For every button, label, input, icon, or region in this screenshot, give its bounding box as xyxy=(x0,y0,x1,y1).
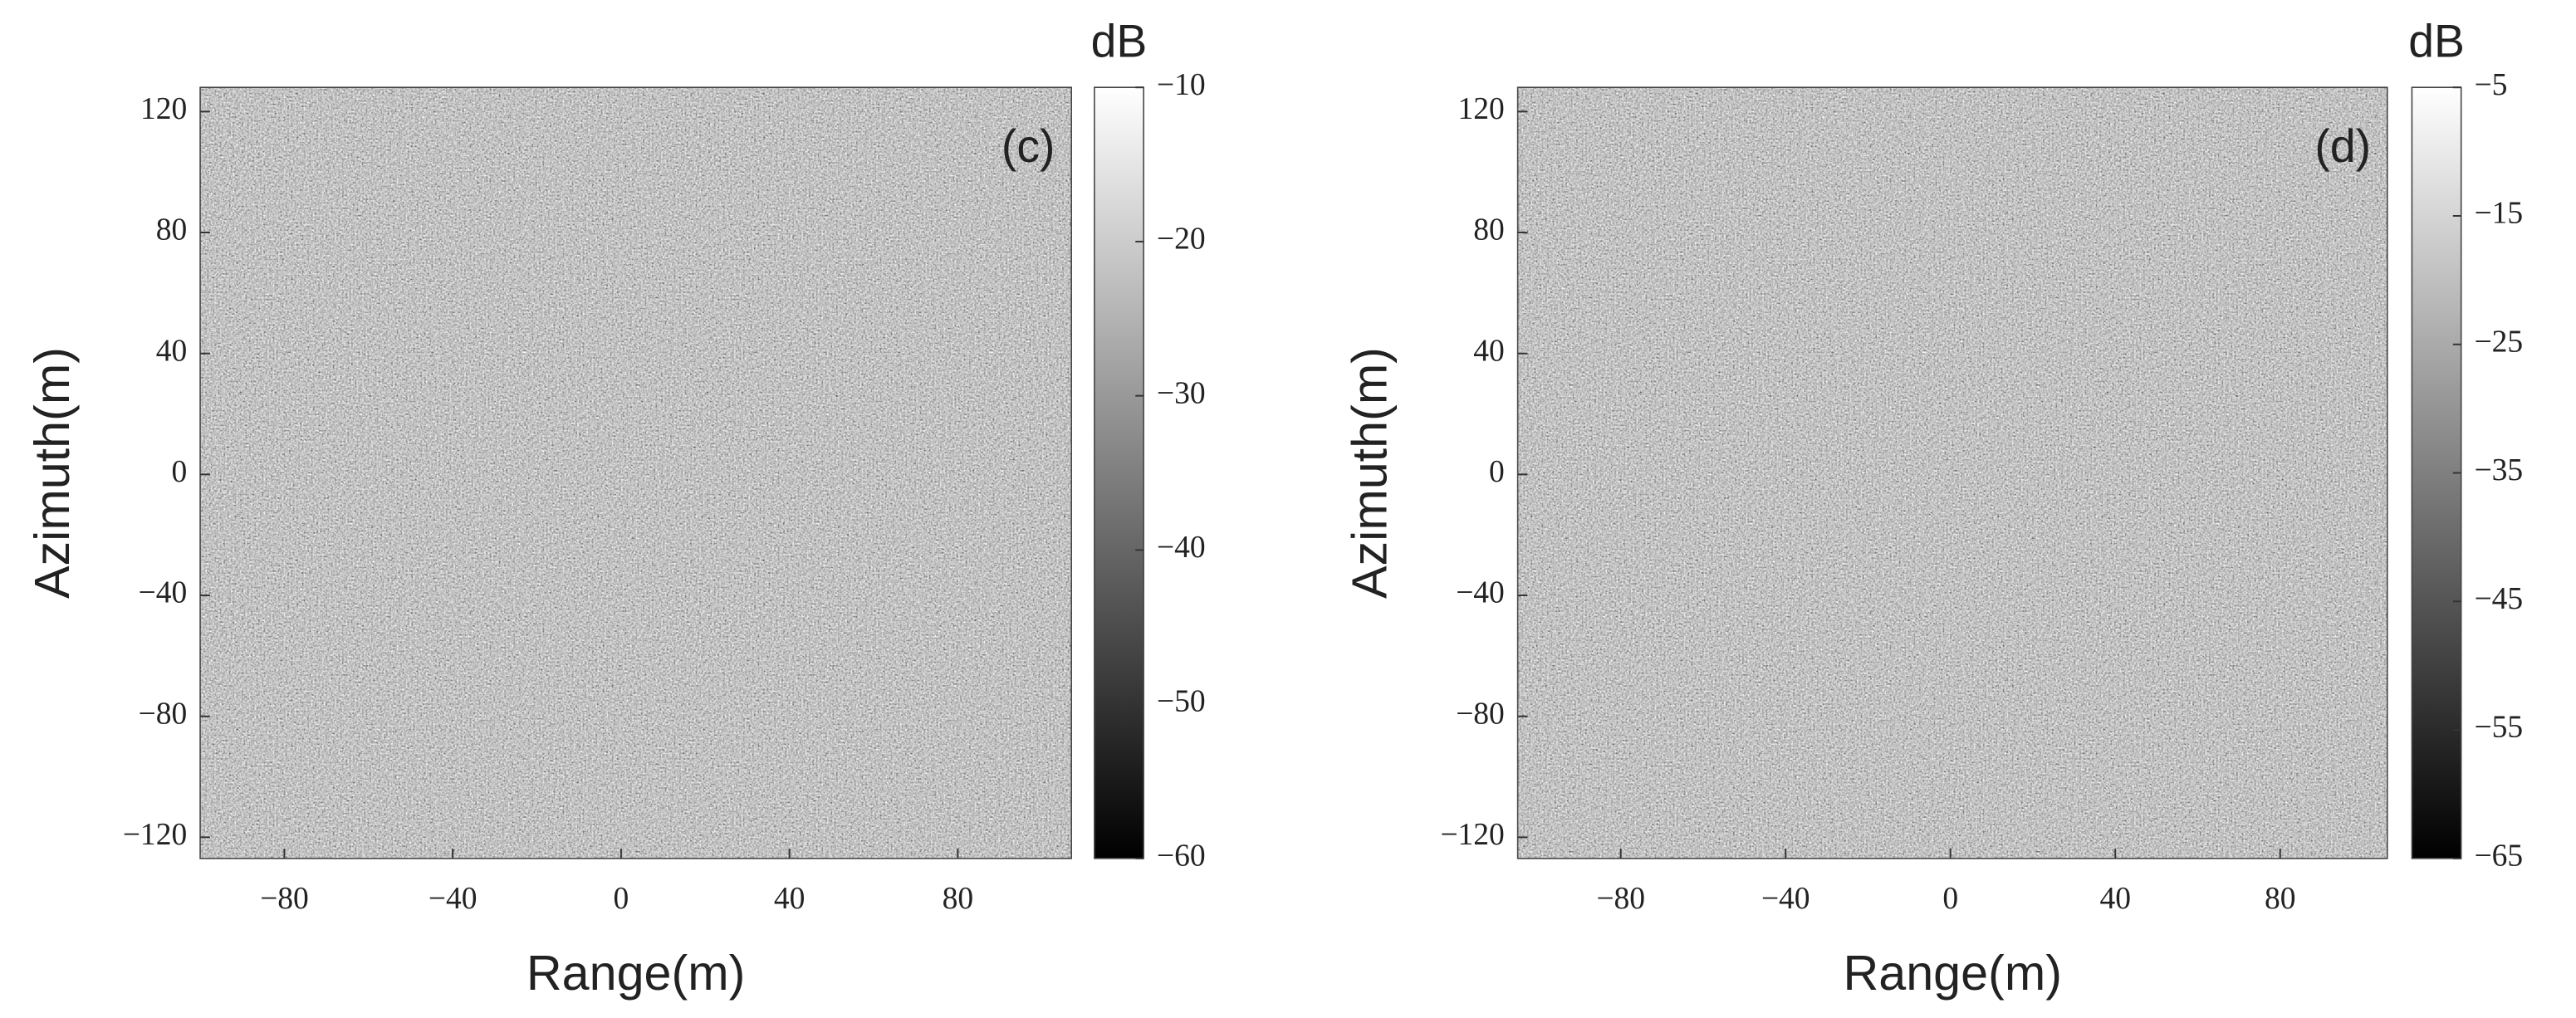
y-tick-label: −40 xyxy=(1456,576,1505,610)
colorbar-label: dB xyxy=(1091,15,1148,66)
y-tick-label: −40 xyxy=(139,576,188,610)
x-tick-label: 0 xyxy=(613,882,629,916)
panel-label: (d) xyxy=(2314,120,2371,172)
y-tick-label: 120 xyxy=(140,92,187,126)
y-tick-label: −80 xyxy=(139,697,188,731)
y-tick-label: −120 xyxy=(1440,818,1504,852)
heatmap-image xyxy=(1517,87,2387,859)
colorbar-tick-label: −30 xyxy=(1157,376,1206,410)
colorbar-tick-label: −10 xyxy=(1157,68,1206,102)
colorbar-tick-label: −65 xyxy=(2475,839,2524,873)
x-tick-label: −40 xyxy=(429,882,477,916)
plot-frame xyxy=(199,86,1072,859)
colorbar-tick-label: −20 xyxy=(1157,223,1206,257)
colorbar-tick-label: −40 xyxy=(1157,531,1206,565)
colorbar xyxy=(1094,86,1144,859)
y-tick-label: 0 xyxy=(1489,455,1505,489)
heatmap-image xyxy=(200,87,1072,859)
x-tick-label: −80 xyxy=(1596,882,1645,916)
x-tick-label: −40 xyxy=(1761,882,1810,916)
x-axis-label: Range(m) xyxy=(526,945,745,1001)
colorbar-tick-label: −35 xyxy=(2475,453,2524,487)
y-tick-label: 120 xyxy=(1458,92,1505,126)
y-tick-label: 80 xyxy=(1473,213,1505,247)
colorbar-tick-label: −25 xyxy=(2475,325,2524,359)
colorbar-tick-label: −15 xyxy=(2475,197,2524,231)
colorbar-tick-label: −55 xyxy=(2475,711,2524,745)
colorbar-label: dB xyxy=(2408,15,2465,66)
y-tick-label: 40 xyxy=(1473,334,1505,368)
colorbar-tick-label: −60 xyxy=(1157,839,1206,873)
y-tick-label: 80 xyxy=(156,213,188,247)
x-tick-label: 80 xyxy=(943,882,974,916)
y-tick-label: 0 xyxy=(171,455,187,489)
y-tick-label: 40 xyxy=(156,334,188,368)
x-tick-label: 40 xyxy=(774,882,806,916)
x-tick-label: 0 xyxy=(1942,882,1958,916)
x-tick-label: 40 xyxy=(2099,882,2131,916)
plot-frame xyxy=(1516,86,2388,859)
x-tick-label: 80 xyxy=(2265,882,2296,916)
y-axis-label: Azimuth(m) xyxy=(24,347,80,599)
y-tick-label: −120 xyxy=(123,818,187,852)
panel-label: (c) xyxy=(1002,120,1055,172)
x-axis-label: Range(m) xyxy=(1843,945,2061,1001)
colorbar-tick-label: −50 xyxy=(1157,685,1206,719)
y-tick-label: −80 xyxy=(1456,697,1505,731)
y-axis-label: Azimuth(m) xyxy=(1341,347,1397,599)
colorbar-tick-label: −45 xyxy=(2475,582,2524,616)
colorbar-tick-label: −5 xyxy=(2475,68,2508,102)
x-tick-label: −80 xyxy=(260,882,309,916)
